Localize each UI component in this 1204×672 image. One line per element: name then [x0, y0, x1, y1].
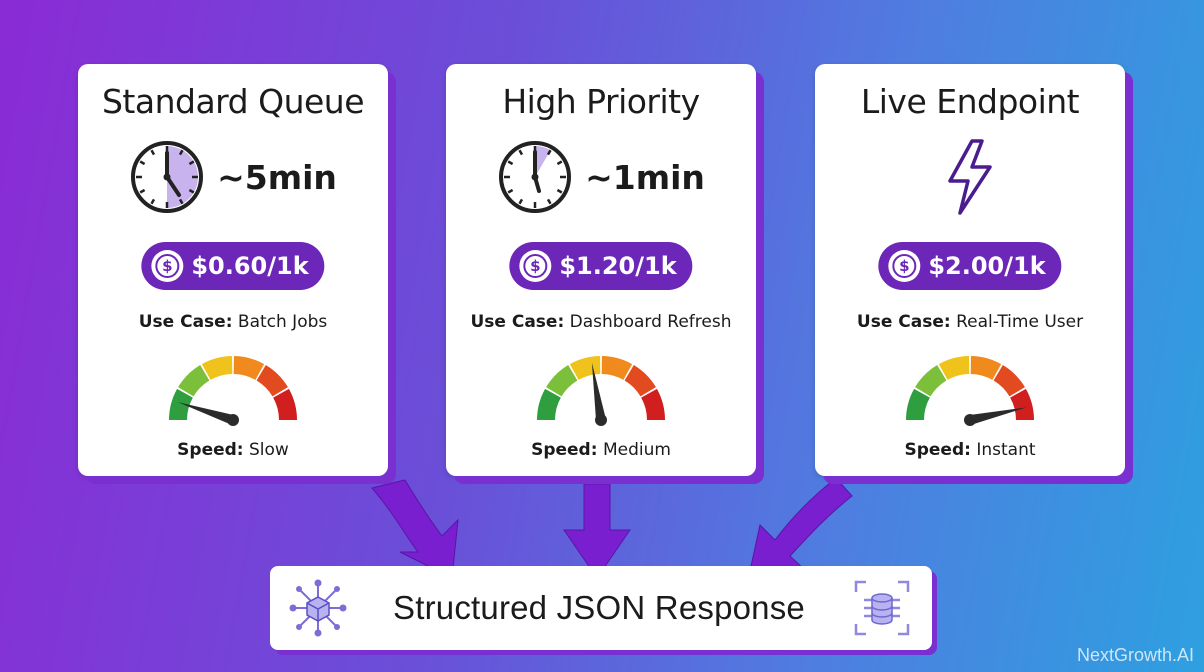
gauge-hub	[964, 414, 976, 426]
card-title: High Priority	[502, 82, 700, 121]
gauge-needle	[591, 362, 606, 421]
speed-gauge-icon	[906, 356, 1034, 426]
gauge-segment	[601, 356, 633, 380]
gauge-segment	[273, 388, 297, 420]
time-row	[815, 139, 1125, 215]
database-scan-icon	[854, 580, 910, 636]
dollar-coin-icon: $	[888, 250, 921, 282]
lightning-icon	[948, 139, 992, 215]
gauge-segment	[906, 388, 930, 420]
price-badge: $ $1.20/1k	[509, 242, 693, 290]
price-label: $1.20/1k	[559, 252, 677, 280]
gauge-segment	[970, 356, 1002, 380]
use-case: Use Case: Batch Jobs	[138, 312, 328, 332]
gauge-segment	[915, 365, 947, 397]
card-live-endpoint: Live Endpoint $ $2.00/1k Use Case: Real-…	[815, 64, 1125, 476]
structured-json-response: Structured JSON Response	[270, 566, 932, 650]
card-title: Live Endpoint	[860, 82, 1080, 121]
response-label: Structured JSON Response	[393, 589, 805, 626]
time-row: ~1min	[446, 139, 756, 215]
gauge-segment	[537, 388, 561, 420]
network-cube-icon	[289, 579, 347, 637]
speed: Speed: Instant	[904, 440, 1036, 460]
gauge-segment	[569, 356, 601, 380]
time-row: ~5min	[78, 139, 388, 215]
price-badge: $ $2.00/1k	[878, 242, 1062, 290]
arrow-live-to-response	[747, 477, 853, 581]
gauge-needle	[968, 407, 1027, 425]
card-high-priority: High Priority ~1min $ $1.20/1k Use Case:…	[446, 64, 756, 476]
gauge-segment	[201, 356, 233, 380]
arrow-standard-to-response	[371, 479, 459, 579]
gauge-segment	[178, 365, 210, 397]
price-label: $2.00/1k	[928, 252, 1046, 280]
price-label: $0.60/1k	[191, 252, 309, 280]
speed-gauge-icon	[537, 356, 665, 426]
speed: Speed: Medium	[531, 440, 671, 460]
speed: Speed: Slow	[177, 440, 289, 460]
gauge-segment	[546, 365, 578, 397]
dollar-coin-icon: $	[151, 250, 184, 282]
clock-icon	[499, 141, 572, 213]
arrow-priority-to-response	[563, 483, 631, 579]
gauge-segment	[169, 388, 193, 420]
gauge-segment	[233, 356, 265, 380]
use-case: Use Case: Dashboard Refresh	[470, 312, 732, 332]
card-standard-queue: Standard Queue ~5min $ $0.60/1k Use Case…	[78, 64, 388, 476]
time-estimate: ~5min	[217, 157, 337, 197]
gauge-segment	[993, 365, 1025, 397]
time-estimate: ~1min	[585, 157, 705, 197]
use-case: Use Case: Real-Time User	[856, 312, 1084, 332]
gauge-hub	[595, 414, 607, 426]
gauge-segment	[624, 365, 656, 397]
price-badge: $ $0.60/1k	[141, 242, 325, 290]
gauge-segment	[641, 388, 665, 420]
watermark: NextGrowth.AI	[1076, 645, 1194, 665]
gauge-needle	[177, 402, 235, 425]
gauge-segment	[256, 365, 288, 397]
gauge-hub	[227, 414, 239, 426]
gauge-segment	[1010, 388, 1034, 420]
clock-icon	[131, 141, 204, 213]
dollar-coin-icon: $	[519, 250, 552, 282]
speed-gauge-icon	[169, 356, 297, 426]
card-title: Standard Queue	[101, 82, 365, 121]
gauge-segment	[938, 356, 970, 380]
